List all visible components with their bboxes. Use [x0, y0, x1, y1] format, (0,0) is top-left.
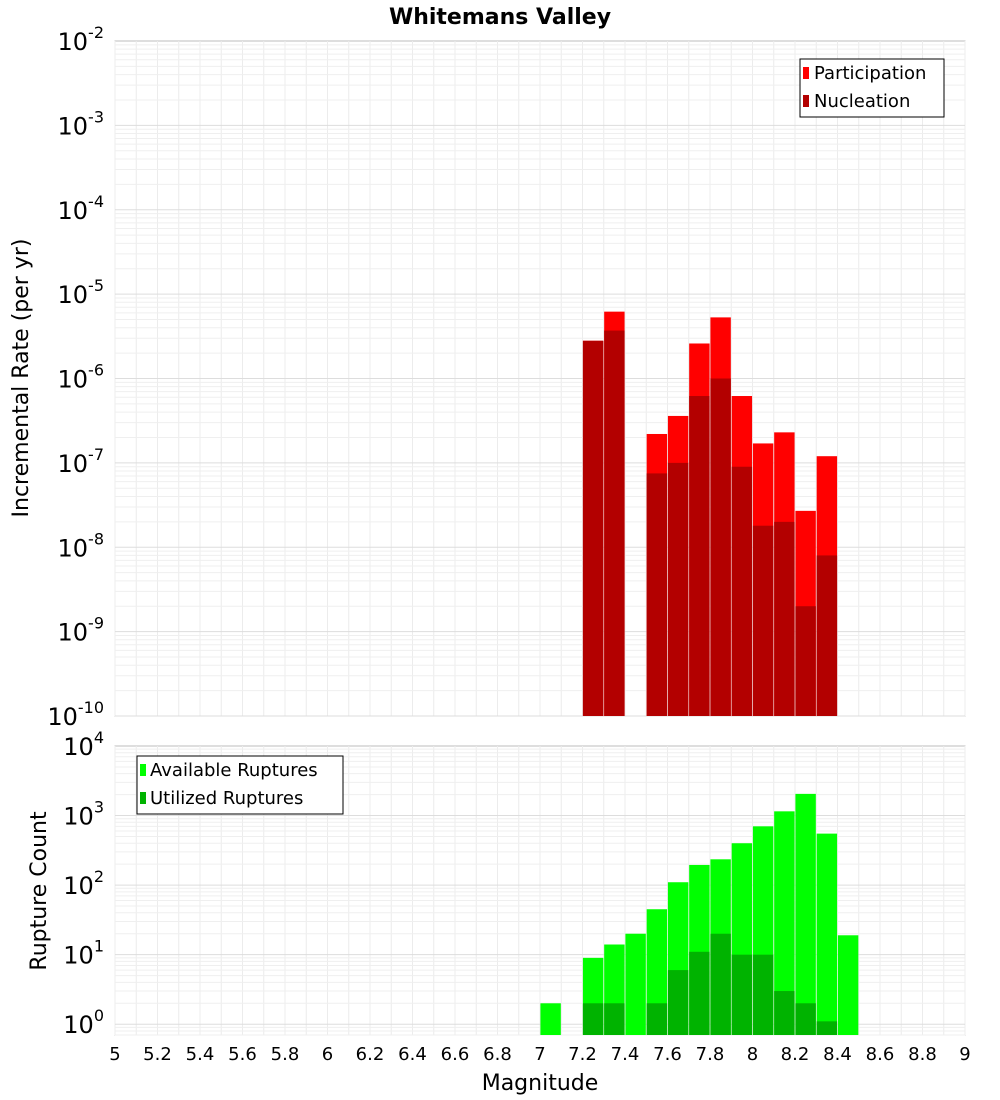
magnitude-x-tick-label: 7 [534, 1044, 545, 1065]
available-ruptures-bar [816, 833, 838, 1035]
utilized-ruptures-bar [795, 1003, 816, 1035]
nucleation-bar [689, 396, 710, 716]
utilized-ruptures-bar [752, 954, 774, 1035]
available-ruptures-bar [774, 811, 795, 1035]
utilized-ruptures-bar [816, 1021, 838, 1035]
rate-y-ticks: 10-2 10-3 10-4 10-5 10-6 10-7 10-8 10-9 10-10 [47, 23, 104, 731]
magnitude-x-tick-label: 8.6 [866, 1044, 895, 1065]
nucleation-bar [774, 521, 795, 716]
count-bars [540, 793, 859, 1035]
count-y-tick-label: 100 [63, 1006, 104, 1039]
magnitude-x-tick-label: 6.6 [441, 1044, 470, 1065]
magnitude-x-ticks: 5 5.2 5.4 5.6 5.8 6 6.2 6.4 6.6 6.8 7 7.2 7.4 7.6 7.8 8… [109, 1044, 970, 1065]
rate-y-tick-label: 10-4 [58, 192, 105, 225]
magnitude-x-tick-label: 9 [959, 1044, 970, 1065]
magnitude-x-tick-label: 5.6 [228, 1044, 257, 1065]
magnitude-x-tick-label: 6.4 [398, 1044, 427, 1065]
rate-y-tick-label: 10-5 [58, 276, 105, 309]
nucleation-bar [646, 473, 668, 716]
magnitude-x-tick-label: 5.8 [271, 1044, 300, 1065]
magnitude-x-tick-label: 6 [322, 1044, 333, 1065]
available-ruptures-bar [837, 935, 859, 1035]
rate-bars [582, 311, 838, 716]
rate-y-tick-label: 10-10 [47, 698, 104, 731]
rate-legend: Participation Nucleation [799, 58, 945, 118]
magnitude-x-tick-label: 6.8 [483, 1044, 512, 1065]
magnitude-x-tick-label: 8.4 [823, 1044, 852, 1065]
rate-y-tick-label: 10-6 [58, 361, 105, 394]
count-y-tick-label: 101 [63, 937, 104, 970]
rate-y-tick-label: 10-7 [58, 445, 105, 478]
utilized-ruptures-bar [582, 1003, 604, 1035]
count-panel: 104 103 102 101 100 5 5.2 5.4 5.6 5.8 6 6.2 6.4 6.6 6… [27, 728, 971, 1096]
available-legend-swatch [140, 764, 146, 776]
magnitude-x-tick-label: 7.4 [611, 1044, 640, 1065]
rate-panel: 10-2 10-3 10-4 10-5 10-6 10-7 10-8 10-9 10-10 In… [9, 23, 966, 731]
available-ruptures-bar [795, 793, 816, 1035]
participation-legend-label: Participation [814, 63, 926, 84]
nucleation-bar [816, 555, 838, 716]
magnitude-x-tick-label: 8.2 [781, 1044, 810, 1065]
magnitude-x-tick-label: 7.8 [696, 1044, 725, 1065]
utilized-ruptures-bar [731, 954, 753, 1035]
utilized-ruptures-bar [646, 1003, 668, 1035]
available-ruptures-bar [540, 1003, 561, 1035]
nucleation-bar [795, 606, 816, 716]
nucleation-bar [667, 462, 689, 716]
count-y-tick-label: 103 [63, 798, 104, 831]
nucleation-legend-swatch [803, 95, 809, 107]
magnitude-x-tick-label: 7.2 [568, 1044, 597, 1065]
rate-y-tick-label: 10-8 [58, 529, 105, 562]
nucleation-bar [752, 525, 774, 716]
rate-y-tick-label: 10-9 [58, 614, 105, 647]
nucleation-bar [582, 340, 604, 716]
utilized-ruptures-bar [710, 933, 731, 1035]
available-legend-label: Available Ruptures [150, 760, 318, 781]
rate-y-tick-label: 10-2 [58, 23, 105, 56]
participation-legend-swatch [803, 67, 809, 79]
utilized-ruptures-bar [604, 1003, 625, 1035]
x-axis-label: Magnitude [482, 1071, 599, 1096]
magnitude-x-tick-label: 7.6 [653, 1044, 682, 1065]
magnitude-x-tick-label: 6.2 [356, 1044, 385, 1065]
utilized-ruptures-bar [689, 951, 710, 1035]
rate-y-axis-label: Incremental Rate (per yr) [9, 239, 34, 518]
magnitude-x-tick-label: 8.8 [908, 1044, 937, 1065]
rate-legend-box [799, 58, 945, 118]
magnitude-x-tick-label: 8 [747, 1044, 758, 1065]
count-y-tick-label: 102 [63, 867, 104, 900]
rate-gridlines [114, 41, 966, 717]
magnitude-x-tick-label: 5 [109, 1044, 120, 1065]
count-y-ticks: 104 103 102 101 100 [63, 728, 104, 1039]
chart-title: Whitemans Valley [389, 5, 611, 30]
nucleation-bar [731, 466, 753, 716]
count-legend-box [136, 755, 344, 815]
available-ruptures-bar [625, 933, 646, 1035]
utilized-ruptures-bar [667, 970, 689, 1035]
count-y-tick-label: 104 [63, 728, 104, 761]
rate-y-tick-label: 10-3 [58, 107, 105, 140]
utilized-legend-label: Utilized Ruptures [150, 788, 303, 809]
nucleation-bar [710, 378, 731, 716]
count-legend: Available Ruptures Utilized Ruptures [136, 755, 344, 815]
utilized-ruptures-bar [774, 991, 795, 1035]
utilized-legend-swatch [140, 792, 146, 804]
count-y-axis-label: Rupture Count [27, 811, 52, 971]
nucleation-bar [604, 330, 625, 716]
magnitude-x-tick-label: 5.2 [143, 1044, 172, 1065]
nucleation-legend-label: Nucleation [814, 91, 910, 112]
magnitude-x-tick-label: 5.4 [186, 1044, 215, 1065]
